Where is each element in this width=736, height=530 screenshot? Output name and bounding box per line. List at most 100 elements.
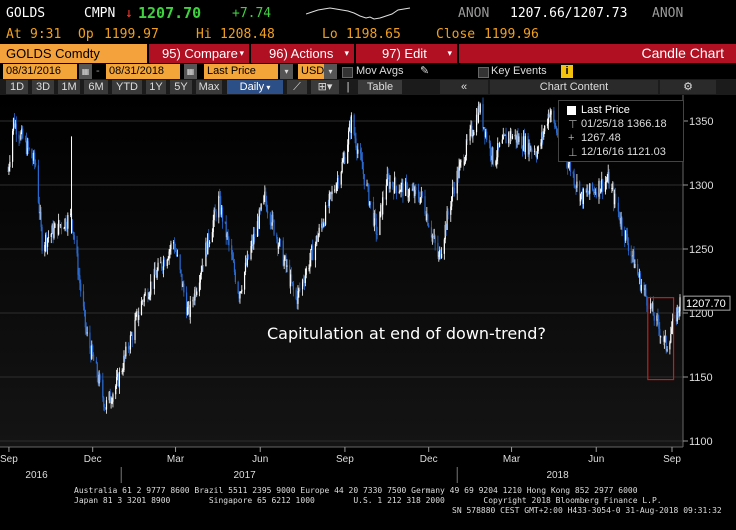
candle-body (89, 332, 91, 349)
edit-button[interactable]: 97) Edit ▾ (356, 44, 457, 63)
pencil-icon[interactable]: ✎ (420, 65, 430, 77)
line-chart-icon[interactable]: ⟋ (287, 80, 307, 94)
candle-body (649, 303, 652, 309)
candle-body (463, 161, 466, 166)
candle-body (188, 307, 190, 317)
calendar-icon[interactable]: ▦ (79, 64, 92, 79)
candle-body (95, 360, 97, 364)
candle-body (53, 227, 55, 238)
candle-body (534, 150, 537, 155)
candle-body (656, 315, 658, 321)
candle-body (608, 172, 610, 189)
candle-body (669, 342, 671, 350)
period-6m[interactable]: 6M (84, 80, 108, 94)
mov-avgs-checkbox[interactable] (342, 67, 353, 78)
at-label: At (6, 27, 22, 42)
candle-body (232, 254, 234, 260)
command-bar: GOLDS Comdty 95) Compare ▾ 96) Actions ▾ 9… (0, 44, 736, 63)
period-5y[interactable]: 5Y (170, 80, 192, 94)
key-events-checkbox[interactable] (478, 67, 489, 78)
collapse-panel-icon[interactable]: « (440, 80, 488, 94)
candle-body (458, 165, 460, 178)
candle-body (476, 114, 479, 123)
candle-body (395, 186, 398, 193)
candle-body (624, 230, 626, 241)
current-price-label: 1207.70 (686, 298, 726, 310)
start-date-input[interactable]: 08/31/2016 (3, 64, 77, 79)
candle-body (64, 218, 66, 229)
security-field[interactable]: GOLDS Comdty (0, 44, 147, 63)
candle-body (170, 243, 172, 249)
candle-body (452, 187, 454, 197)
candle-body (485, 131, 487, 137)
calendar-icon[interactable]: ▦ (184, 64, 197, 79)
candle-body (207, 233, 209, 255)
candle-body (224, 221, 226, 223)
candle-body (250, 246, 252, 259)
candle-body (470, 125, 472, 129)
compare-button[interactable]: 95) Compare ▾ (149, 44, 249, 63)
candle-body (660, 336, 662, 338)
x-tick-label: Jun (252, 454, 268, 465)
candle-body (456, 170, 458, 194)
candle-body (228, 238, 230, 246)
period-1d[interactable]: 1D (6, 80, 28, 94)
candle-body (375, 218, 377, 235)
end-date-input[interactable]: 08/31/2018 (106, 64, 180, 79)
currency-select[interactable]: USD (298, 64, 330, 79)
candle-body (444, 224, 446, 240)
candle-body (349, 123, 352, 133)
candle-body (116, 374, 119, 378)
table-button[interactable]: Table (358, 80, 402, 94)
candle-body (254, 233, 256, 237)
chart-style-icon[interactable]: ⊞▾ (311, 80, 339, 94)
candle-body (215, 211, 217, 218)
candle-body (92, 345, 94, 355)
candle-body (211, 232, 213, 243)
candle-body (166, 259, 168, 266)
period-max[interactable]: Max (196, 80, 222, 94)
candle-body (153, 268, 155, 289)
actions-button[interactable]: 96) Actions ▾ (251, 44, 354, 63)
period-1m[interactable]: 1M (58, 80, 80, 94)
chart-content-tab[interactable]: Chart Content (490, 80, 658, 94)
candle-body (605, 181, 607, 183)
field-chevron-down-icon[interactable]: ▾ (280, 64, 293, 79)
candle-body (149, 293, 151, 297)
candle-body (189, 301, 191, 317)
info-icon[interactable]: i (561, 65, 573, 78)
candle-body (150, 281, 152, 294)
candle-body (58, 220, 60, 235)
period-ytd[interactable]: YTD (112, 80, 142, 94)
candle-body (475, 114, 478, 133)
candle-body (394, 177, 396, 194)
x-year-label: 2018 (546, 470, 569, 481)
candle-body (653, 315, 655, 321)
field-select[interactable]: Last Price (204, 64, 278, 79)
candle-body (314, 243, 317, 261)
candle-body (110, 401, 112, 403)
candle-body (334, 189, 336, 192)
candle-body (614, 193, 617, 203)
candle-body (263, 195, 265, 204)
candle-body (40, 211, 42, 228)
candle-body (96, 363, 98, 378)
frequency-select[interactable]: Daily ▾ (227, 80, 283, 94)
candle-body (111, 401, 113, 403)
gear-icon[interactable]: ⚙ (660, 80, 716, 94)
currency-chevron-down-icon[interactable]: ▾ (324, 64, 337, 79)
candle-body (483, 127, 485, 129)
candle-body (225, 221, 227, 238)
candle-body (550, 110, 552, 115)
candle-body (45, 234, 47, 245)
period-1y[interactable]: 1Y (146, 80, 166, 94)
footer-session: SN 578880 CEST GMT+2:00 H433-3054-0 31-A… (452, 506, 722, 515)
candle-body (328, 193, 330, 206)
period-3d[interactable]: 3D (32, 80, 54, 94)
candle-body (154, 268, 156, 275)
candle-body (187, 307, 190, 309)
candle-body (595, 191, 597, 197)
candle-body (244, 262, 247, 273)
candle-body (283, 259, 285, 266)
candle-body (59, 224, 62, 226)
